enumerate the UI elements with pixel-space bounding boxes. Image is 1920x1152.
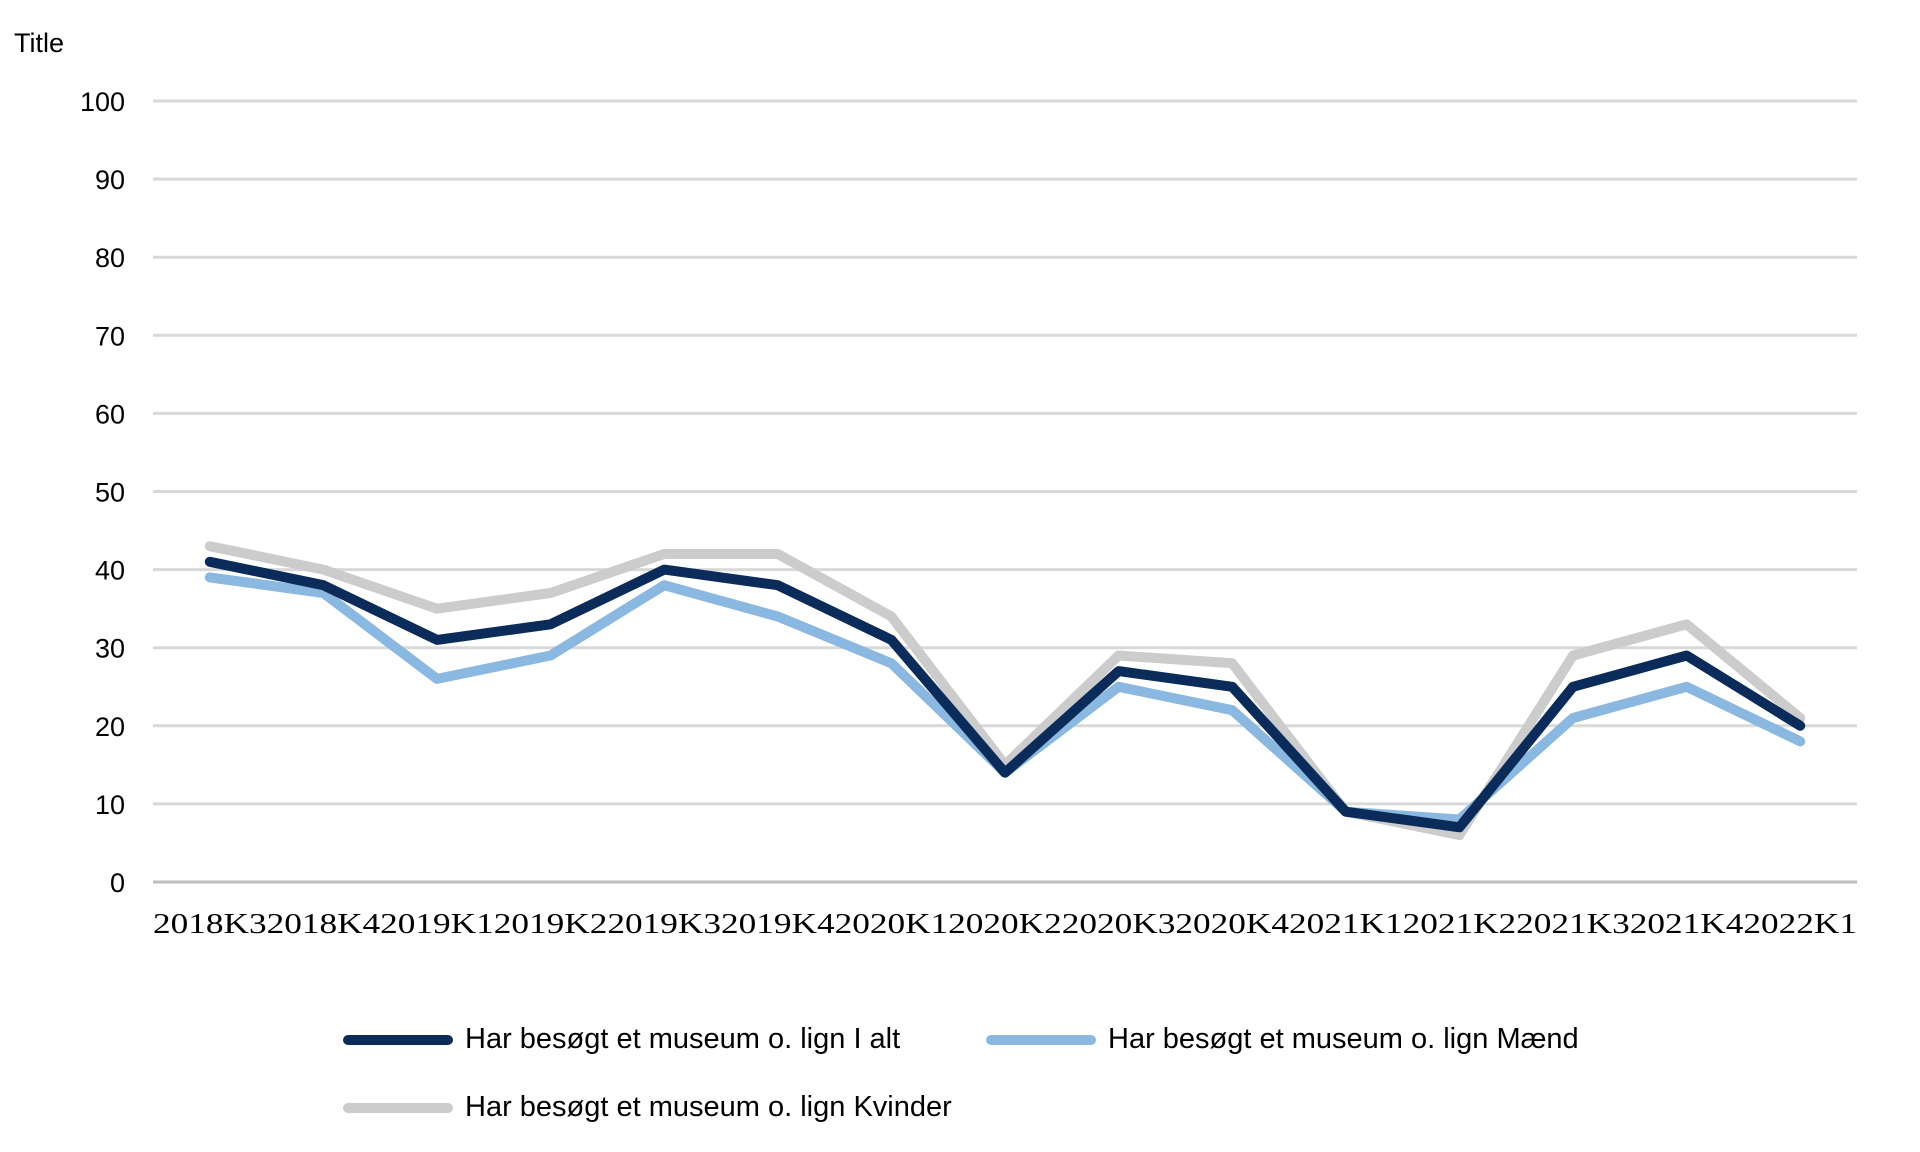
x-tick-label: 2020K2 [948,909,1062,940]
x-tick-label: 2018K3 [153,909,267,940]
x-tick-label: 2020K1 [835,909,949,940]
x-tick-label: 2020K3 [1062,909,1176,940]
x-tick-label: 2020K4 [1175,909,1289,940]
y-tick-label: 30 [95,634,125,664]
x-axis-tick-labels: 2018K3 2018K4 2019K1 2019K2 2019K3 2019K4 2020… [153,909,1857,940]
y-tick-label: 90 [95,165,125,195]
y-tick-label: 70 [95,321,125,351]
x-tick-label: 2021K3 [1516,909,1630,940]
series-lines [204,541,1806,841]
y-tick-label: 80 [95,243,125,273]
y-tick-label: 60 [95,399,125,429]
x-tick-label: 2019K3 [607,909,721,940]
x-tick-label: 2021K1 [1289,909,1403,940]
x-tick-label: 2018K4 [267,909,381,940]
y-tick-label: 50 [95,478,125,508]
x-tick-label: 2021K2 [1403,909,1517,940]
y-tick-label: 10 [95,790,125,820]
x-tick-label: 2019K1 [380,909,494,940]
x-tick-label: 2021K4 [1630,909,1744,940]
y-tick-label: 20 [95,712,125,742]
chart-title: Title [14,28,64,58]
x-tick-label: 2022K1 [1743,909,1857,940]
y-tick-label: 0 [110,868,125,898]
x-tick-label: 2019K4 [721,909,835,940]
y-tick-label: 40 [95,556,125,586]
gridlines [153,99,1857,884]
series-line-2 [204,541,1806,841]
y-axis-tick-labels: 0 10 20 30 40 50 60 70 80 90 100 [80,87,125,898]
y-tick-label: 100 [80,87,125,117]
series-line-0 [204,556,1806,833]
x-tick-label: 2019K2 [494,909,608,940]
